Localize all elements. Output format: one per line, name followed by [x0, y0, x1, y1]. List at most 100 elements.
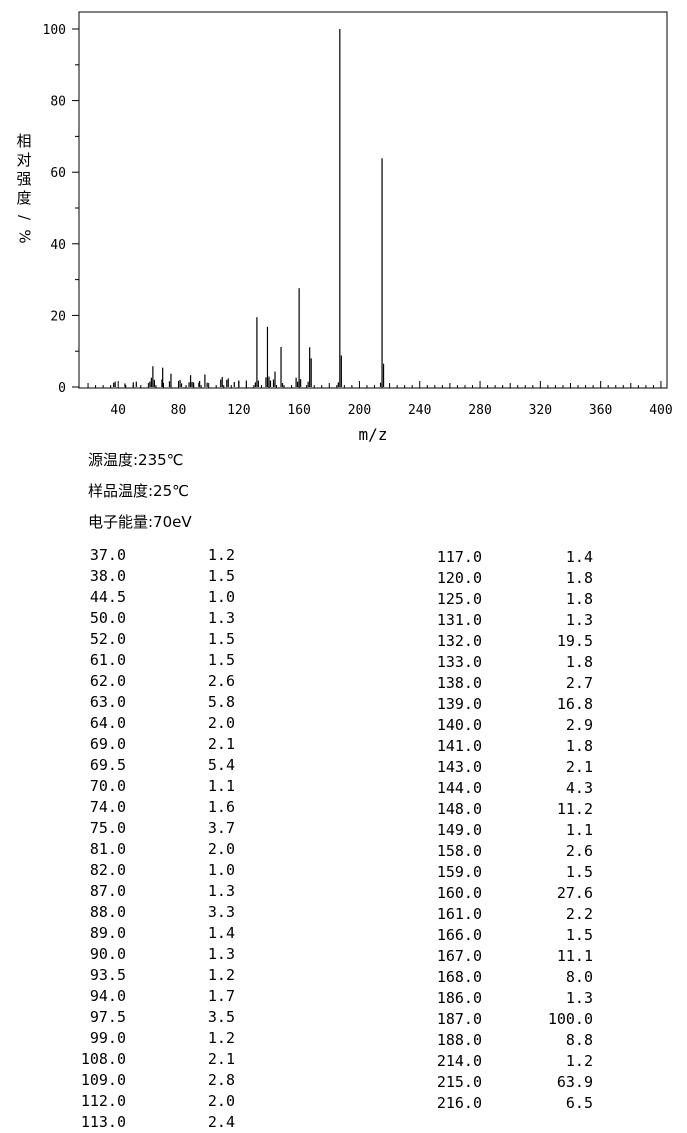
mz-value: 188.0 — [436, 1031, 482, 1049]
mz-value: 94.0 — [89, 987, 126, 1005]
x-tick-label: 120 — [227, 403, 250, 418]
mz-value: 74.0 — [89, 798, 126, 816]
mz-value: 64.0 — [89, 714, 126, 732]
peak-table-row: 94.0 1.7 — [0, 986, 240, 1007]
intensity-value: 1.3 — [207, 609, 235, 627]
mz-value: 63.0 — [89, 693, 126, 711]
intensity-value: 2.0 — [207, 840, 235, 858]
peak-table-row: 214.0 1.2 — [0, 1051, 600, 1072]
intensity-value: 1.4 — [565, 548, 593, 566]
peak-table-row: 120.0 1.8 — [0, 568, 600, 589]
y-axis-label-char: 度 — [16, 189, 32, 207]
intensity-value: 1.5 — [207, 567, 235, 585]
peak-table-row: 62.0 2.6 — [0, 671, 240, 692]
mz-value: 159.0 — [436, 863, 482, 881]
peak-table-row: 69.5 5.4 — [0, 755, 240, 776]
peak-table-row: 159.0 1.5 — [0, 862, 600, 883]
intensity-value: 6.5 — [565, 1094, 593, 1112]
x-tick-label: 240 — [408, 403, 431, 418]
mz-value: 37.0 — [89, 546, 126, 564]
sample-temperature: 样品温度:25℃ — [88, 482, 189, 500]
peak-table-row: 99.0 1.2 — [0, 1028, 240, 1049]
intensity-value: 27.6 — [556, 884, 593, 902]
intensity-value: 2.8 — [207, 1071, 235, 1089]
peak-table-row: 87.0 1.3 — [0, 881, 240, 902]
x-axis-ticks: 40 80 120 160 200 240 280 320 360 400 — [87, 381, 673, 418]
peak-table-row: 161.0 2.2 — [0, 904, 600, 925]
intensity-value: 2.1 — [207, 735, 235, 753]
peak-table-row: 38.0 1.5 — [0, 566, 240, 587]
mz-value: 82.0 — [89, 861, 126, 879]
intensity-value: 1.2 — [207, 1029, 235, 1047]
intensity-value: 1.5 — [207, 651, 235, 669]
peak-table-row: 97.5 3.5 — [0, 1007, 240, 1028]
peak-table-row: 52.0 1.5 — [0, 629, 240, 650]
mz-value: 166.0 — [436, 926, 482, 944]
mz-value: 93.5 — [89, 966, 126, 984]
intensity-value: 4.3 — [565, 779, 593, 797]
intensity-value: 63.9 — [556, 1073, 593, 1091]
peak-table-row: 216.0 6.5 — [0, 1093, 600, 1114]
y-tick-label: 40 — [50, 238, 66, 253]
x-axis-label: m/z — [359, 425, 388, 444]
mz-value: 75.0 — [89, 819, 126, 837]
x-tick-label: 80 — [171, 403, 187, 418]
peak-table-row: 88.0 3.3 — [0, 902, 240, 923]
intensity-value: 2.0 — [207, 714, 235, 732]
peak-table-row: 108.0 2.1 — [0, 1049, 240, 1070]
plot-frame — [78, 11, 668, 389]
y-tick-label: 0 — [58, 381, 66, 396]
x-tick-label: 160 — [287, 403, 310, 418]
mz-value: 132.0 — [436, 632, 482, 650]
peak-table-row: 140.0 2.9 — [0, 715, 600, 736]
mz-value: 148.0 — [436, 800, 482, 818]
mz-value: 120.0 — [436, 569, 482, 587]
peak-table-row: 131.0 1.3 — [0, 610, 600, 631]
intensity-value: 1.3 — [207, 882, 235, 900]
y-tick-label: 60 — [50, 166, 66, 181]
intensity-value: 2.1 — [207, 1050, 235, 1068]
y-axis-label-char: 对 — [16, 151, 32, 169]
peak-table-row: 167.0 11.1 — [0, 946, 600, 967]
intensity-value: 8.8 — [565, 1031, 593, 1049]
peak-table-row: 112.0 2.0 — [0, 1091, 240, 1112]
mz-value: 97.5 — [89, 1008, 126, 1026]
intensity-value: 2.2 — [565, 905, 593, 923]
peak-table-row: 160.0 27.6 — [0, 883, 600, 904]
intensity-value: 8.0 — [565, 968, 593, 986]
y-axis-label-char: 强 — [16, 170, 32, 188]
intensity-value: 1.8 — [565, 653, 593, 671]
mz-value: 143.0 — [436, 758, 482, 776]
peak-table-row: 81.0 2.0 — [0, 839, 240, 860]
intensity-value: 100.0 — [547, 1010, 593, 1028]
mz-value: 149.0 — [436, 821, 482, 839]
intensity-value: 11.1 — [556, 947, 593, 965]
peak-table-row: 188.0 8.8 — [0, 1030, 600, 1051]
intensity-value: 1.5 — [207, 630, 235, 648]
intensity-value: 5.8 — [207, 693, 235, 711]
peak-table-row: 117.0 1.4 — [0, 547, 600, 568]
mz-value: 158.0 — [436, 842, 482, 860]
peak-table-row: 90.0 1.3 — [0, 944, 240, 965]
peak-table-row: 74.0 1.6 — [0, 797, 240, 818]
intensity-value: 2.6 — [207, 672, 235, 690]
intensity-value: 1.3 — [565, 611, 593, 629]
peak-table-row: 61.0 1.5 — [0, 650, 240, 671]
y-tick-label: 80 — [50, 95, 66, 110]
mz-value: 131.0 — [436, 611, 482, 629]
intensity-value: 1.1 — [207, 777, 235, 795]
peak-table-row: 93.5 1.2 — [0, 965, 240, 986]
mz-value: 62.0 — [89, 672, 126, 690]
intensity-value: 2.1 — [565, 758, 593, 776]
peak-table-row: 69.0 2.1 — [0, 734, 240, 755]
peaks-layer — [113, 29, 385, 387]
intensity-value: 11.2 — [556, 800, 593, 818]
mz-value: 38.0 — [89, 567, 126, 585]
intensity-value: 2.9 — [565, 716, 593, 734]
peak-table-row: 186.0 1.3 — [0, 988, 600, 1009]
mz-value: 138.0 — [436, 674, 482, 692]
intensity-value: 3.7 — [207, 819, 235, 837]
peak-table-row: 63.0 5.8 — [0, 692, 240, 713]
intensity-value: 1.2 — [207, 966, 235, 984]
mz-value: 215.0 — [436, 1073, 482, 1091]
